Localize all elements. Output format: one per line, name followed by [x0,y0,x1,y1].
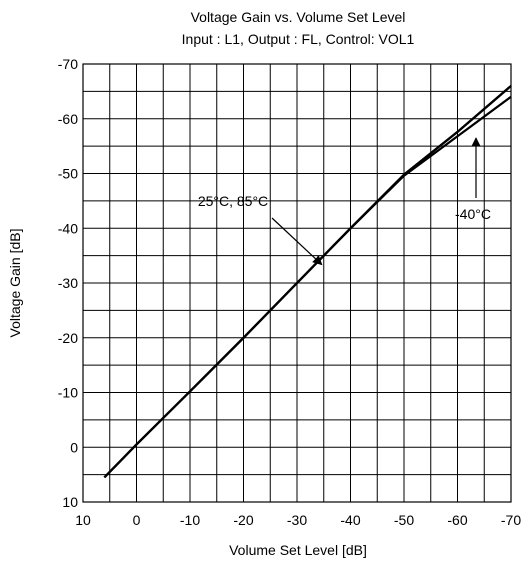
annotation-label: 25°C, 85°C [198,193,268,209]
y-tick-label: -40 [58,220,78,236]
x-tick-label: -20 [233,512,253,528]
annotation-label: -40°C [455,206,491,222]
y-tick-label: -70 [58,56,78,72]
y-tick-label: -50 [58,166,78,182]
x-tick-label: 10 [75,512,91,528]
x-tick-label: -10 [180,512,200,528]
plot-border [82,63,512,503]
series-line-1 [103,85,512,479]
y-tick-label: -20 [58,330,78,346]
series-line-2 [103,85,512,479]
y-tick-label: -10 [58,385,78,401]
x-axis-label: Volume Set Level [dB] [229,542,367,558]
annotation-arrow [271,217,323,266]
y-tick-label: -60 [58,111,78,127]
x-tick-label: -50 [394,512,414,528]
series-line-3 [103,95,512,479]
x-tick-label: -30 [287,512,307,528]
x-tick-label: -60 [447,512,467,528]
y-tick-label: 0 [70,439,78,455]
y-tick-labels: -70 -60 -50 -40 -30 -20 -10 0 10 [58,56,78,510]
series-lines [103,85,512,479]
annotations: 25°C, 85°C -40°C [198,137,491,266]
plot-frame [82,63,512,503]
y-tick-label: 10 [62,494,78,510]
y-tick-label: -30 [58,275,78,291]
x-tick-label: -40 [340,512,360,528]
x-tick-labels: 10 0 -10 -20 -30 -40 -50 -60 -70 [75,512,521,528]
x-tick-label: 0 [133,512,141,528]
chart-title: Voltage Gain vs. Volume Set Level [191,9,406,25]
chart-subtitle: Input : L1, Output : FL, Control: VOL1 [182,31,415,47]
y-axis-label: Voltage Gain [dB] [7,229,23,338]
x-tick-label: -70 [501,512,521,528]
